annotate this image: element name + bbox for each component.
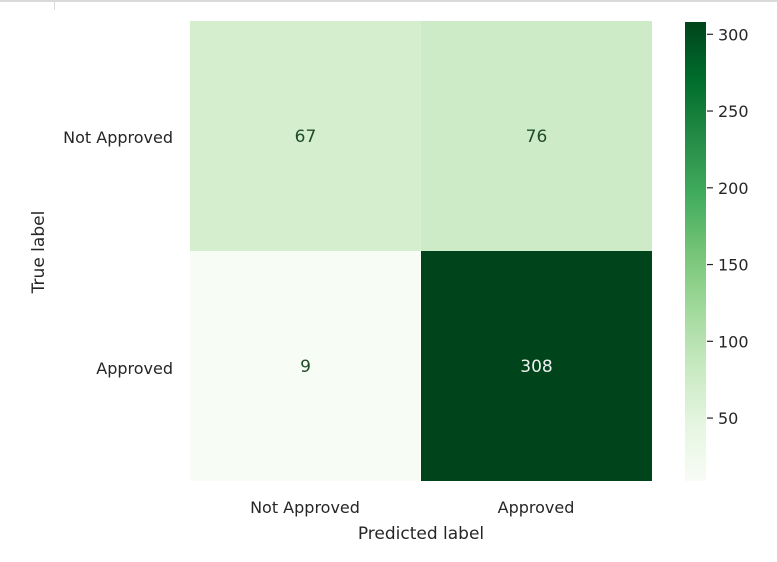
top-border-notch <box>54 0 55 10</box>
x-tick-label: Approved <box>498 498 575 517</box>
cell-value-label: 308 <box>520 357 552 377</box>
colorbar <box>685 22 706 481</box>
colorbar-tick-label: 250 <box>718 102 749 121</box>
heatmap-cell <box>421 21 652 251</box>
y-tick-label: Not Approved <box>63 128 173 147</box>
heatmap-cell <box>421 251 652 481</box>
y-tick-label: Approved <box>96 359 173 378</box>
colorbar-tick-label: 100 <box>718 332 749 351</box>
colorbar-tick-label: 50 <box>718 409 738 428</box>
cell-value-label: 9 <box>300 357 311 377</box>
colorbar-tick-label: 200 <box>718 179 749 198</box>
colorbar-tick-label: 300 <box>718 25 749 44</box>
cell-value-labels: 67 76 9 308 <box>295 127 553 377</box>
colorbar-tick-label: 150 <box>718 256 749 275</box>
y-axis-label: True label <box>29 211 49 295</box>
cell-value-label: 67 <box>295 127 317 147</box>
cell-value-label: 76 <box>526 127 548 147</box>
heatmap-cell <box>190 21 421 251</box>
heatmap-cells <box>190 21 652 481</box>
top-border <box>0 0 777 2</box>
x-tick-label: Not Approved <box>250 498 360 517</box>
heatmap-cell <box>190 251 421 481</box>
colorbar-ticks: 50 100 150 200 250 300 <box>707 25 749 428</box>
x-axis-label: Predicted label <box>358 524 484 544</box>
